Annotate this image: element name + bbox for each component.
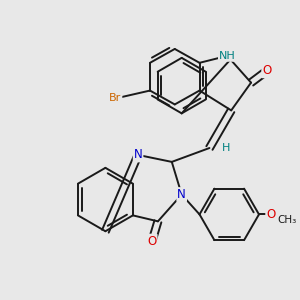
Text: NH: NH	[219, 51, 236, 61]
Text: O: O	[262, 64, 272, 77]
Text: Br: Br	[109, 94, 122, 103]
Text: CH₃: CH₃	[278, 215, 297, 225]
Text: H: H	[222, 143, 230, 153]
Text: O: O	[266, 208, 275, 221]
Text: O: O	[147, 235, 157, 248]
Text: N: N	[177, 188, 186, 201]
Text: N: N	[134, 148, 142, 161]
